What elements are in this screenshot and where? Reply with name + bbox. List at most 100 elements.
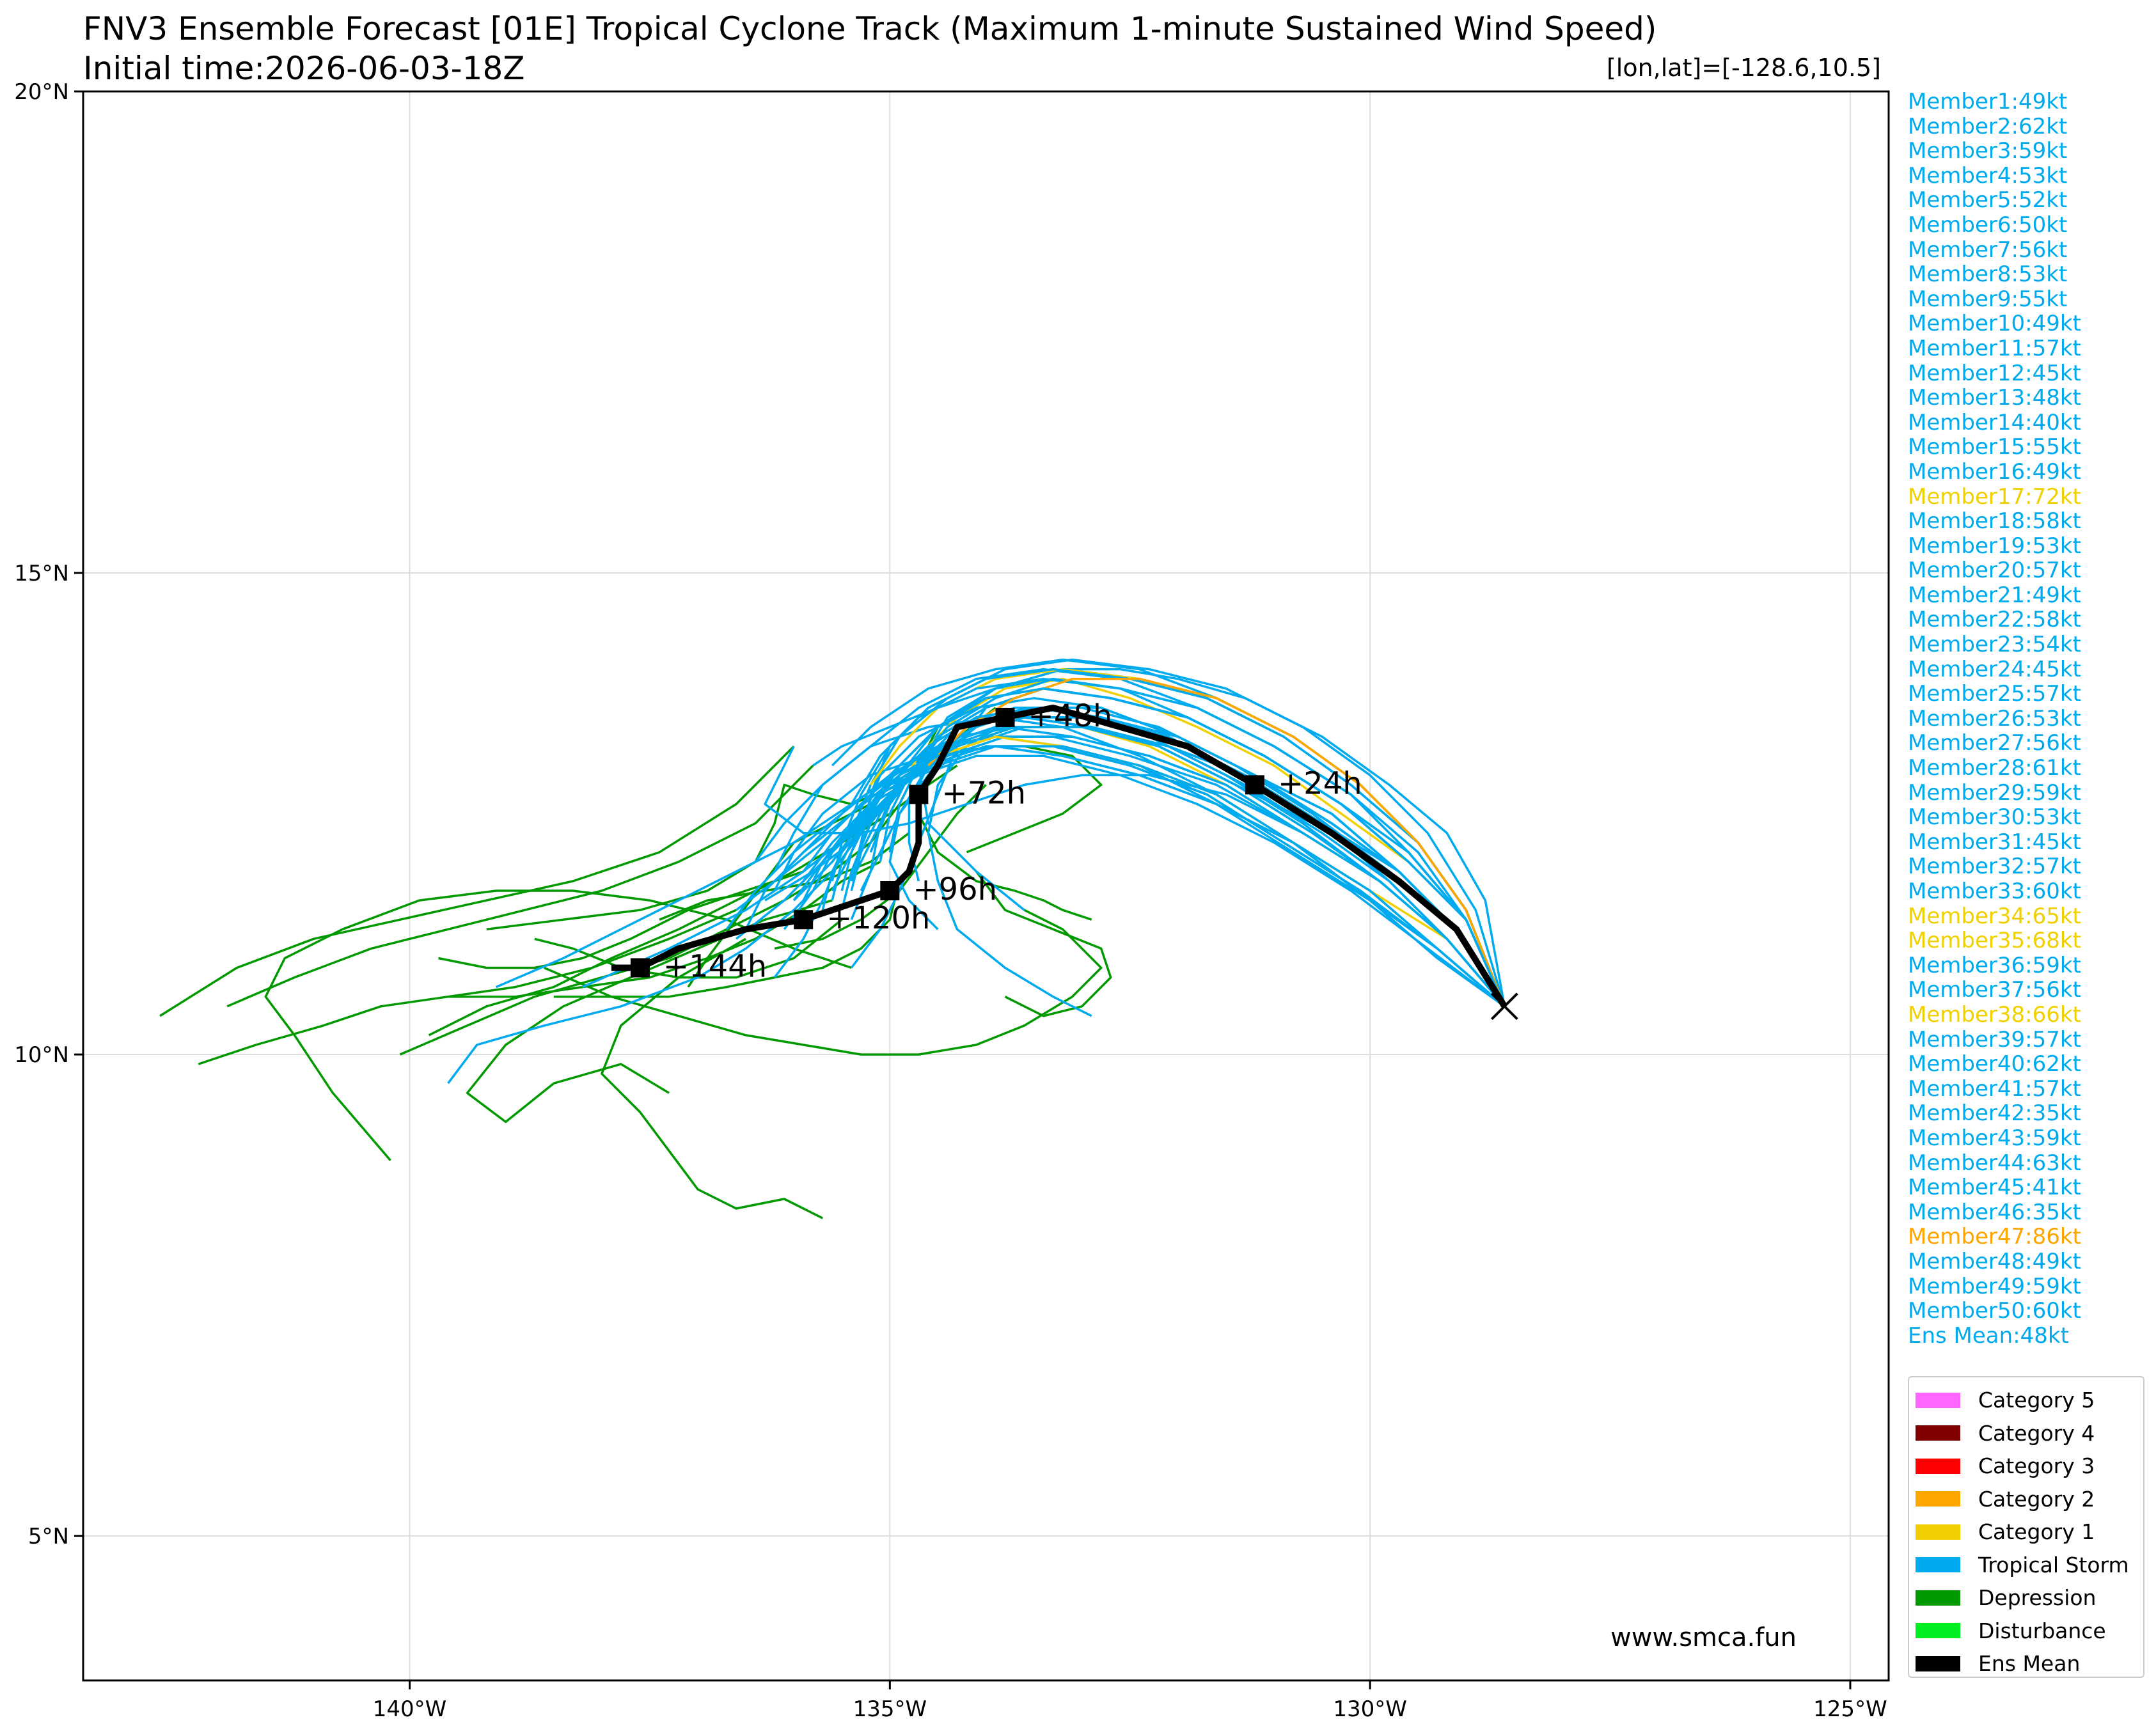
legend-swatch — [1916, 1655, 1960, 1671]
legend-item: Category 1 — [1916, 1515, 2143, 1549]
legend-label: Category 4 — [1978, 1420, 2095, 1446]
ens-mean-marker — [880, 881, 900, 901]
member-wind-item: Member11:57kt — [1908, 335, 2081, 361]
depression-track — [917, 813, 1092, 921]
depression-track — [226, 764, 814, 1008]
legend-swatch — [1916, 1557, 1960, 1573]
legend-swatch — [1916, 1392, 1960, 1408]
legend-label: Depression — [1978, 1585, 2097, 1611]
forecast-hour-label: +48h — [1028, 698, 1113, 734]
member-wind-list: Member1:49kt Member2:62kt Member3:59kt Memb… — [1908, 90, 2081, 1348]
member-wind-item: Member31:45kt — [1908, 829, 2081, 855]
member-wind-item: Member15:55kt — [1908, 434, 2081, 460]
x-tick-label: 135°W — [853, 1696, 927, 1722]
watermark: www.smca.fun — [1610, 1623, 1797, 1652]
member-wind-item: Member13:48kt — [1908, 385, 2081, 411]
member-track — [840, 687, 1506, 1007]
depression-track — [159, 745, 795, 1017]
member-wind-item: Member34:65kt — [1908, 903, 2081, 929]
depression-track — [601, 937, 823, 1219]
legend-label: Tropical Storm — [1978, 1552, 2129, 1577]
legend-label: Category 3 — [1978, 1453, 2095, 1479]
depression-track — [264, 889, 852, 1161]
legend-label: Ens Mean — [1978, 1651, 2081, 1677]
member-wind-item: Member45:41kt — [1908, 1175, 2081, 1201]
forecast-hour-label: +144h — [663, 949, 767, 985]
plot-frame — [82, 90, 1890, 1682]
y-tick-label: 5°N — [28, 1524, 69, 1549]
ens-mean-marker — [995, 707, 1015, 727]
ens-mean-marker — [1245, 775, 1264, 795]
member-wind-item: Member28:61kt — [1908, 755, 2081, 781]
category-legend: Category 5 Category 4 Category 3 Category 2… — [1908, 1376, 2144, 1678]
member-wind-item: Member3:59kt — [1908, 138, 2068, 164]
member-wind-item: Member8:53kt — [1908, 262, 2068, 288]
member-wind-item: Member17:72kt — [1908, 483, 2081, 510]
initial-position-cross — [1490, 992, 1518, 1021]
legend-swatch — [1916, 1458, 1960, 1474]
chart-title: FNV3 Ensemble Forecast [01E] Tropical Cy… — [83, 10, 1657, 47]
member-track — [792, 707, 1506, 1007]
member-wind-item: Member50:60kt — [1908, 1298, 2081, 1324]
member-wind-item: Member6:50kt — [1908, 212, 2068, 238]
depression-track — [975, 870, 1112, 1017]
member-wind-item: Member44:63kt — [1908, 1150, 2081, 1176]
legend-item: Depression — [1916, 1581, 2143, 1615]
member-wind-item: Member10:49kt — [1908, 311, 2081, 337]
member-tracks — [159, 658, 1506, 1219]
member-wind-item: Member23:54kt — [1908, 632, 2081, 658]
legend-label: Category 2 — [1978, 1486, 2095, 1512]
depression-track — [534, 918, 843, 979]
legend-swatch — [1916, 1590, 1960, 1606]
member-wind-item: Member41:57kt — [1908, 1076, 2081, 1102]
forecast-hour-label: +72h — [941, 775, 1026, 811]
y-tick-label: 10°N — [14, 1042, 69, 1068]
member-wind-item: Member39:57kt — [1908, 1026, 2081, 1053]
legend-item: Category 3 — [1916, 1450, 2143, 1483]
member-wind-item: Member1:49kt — [1908, 89, 2068, 114]
member-wind-item: Member5:52kt — [1908, 187, 2068, 214]
member-wind-item: Member18:58kt — [1908, 508, 2081, 535]
x-tick-label: 140°W — [373, 1696, 447, 1722]
forecast-hour-label: +120h — [826, 900, 930, 936]
member-wind-item: Member19:53kt — [1908, 533, 2081, 559]
depression-track — [966, 745, 1103, 854]
member-track — [879, 726, 1506, 1007]
member-track — [802, 707, 1506, 1007]
member-wind-item: Member22:58kt — [1908, 607, 2081, 633]
forecast-hour-label: +96h — [913, 872, 997, 907]
member-wind-item: Member21:49kt — [1908, 582, 2081, 608]
member-track — [888, 677, 1506, 1007]
ens-mean-line — [611, 704, 1507, 1008]
x-tick-label: 125°W — [1813, 1696, 1887, 1722]
depression-track — [466, 899, 833, 1123]
legend-label: Category 1 — [1978, 1519, 2095, 1545]
member-wind-item: Member29:59kt — [1908, 779, 2081, 806]
ens-mean-marker — [630, 958, 650, 978]
forecast-hour-label: +24h — [1278, 765, 1362, 801]
member-wind-item: Member20:57kt — [1908, 558, 2081, 584]
legend-swatch — [1916, 1524, 1960, 1540]
member-wind-item: Member42:35kt — [1908, 1100, 2081, 1127]
member-wind-item: Member33:60kt — [1908, 879, 2081, 904]
member-track — [850, 726, 1506, 1007]
initial-position-label: [lon,lat]=[-128.6,10.5] — [1606, 54, 1881, 82]
member-track — [773, 668, 1506, 1007]
member-wind-item: Member38:66kt — [1908, 1001, 2081, 1028]
ensemble-mean-track: +24h +48h +72h +96h+120h +144h — [611, 698, 1518, 1021]
member-wind-item: Member27:56kt — [1908, 730, 2081, 756]
member-track — [792, 745, 1506, 1008]
legend-item: Category 4 — [1916, 1417, 2143, 1450]
member-wind-item: Member40:62kt — [1908, 1051, 2081, 1077]
y-tick-label: 20°N — [14, 79, 69, 105]
member-wind-item: Member9:55kt — [1908, 286, 2068, 312]
member-wind-item: Member36:59kt — [1908, 952, 2081, 978]
depression-track — [198, 909, 737, 1065]
member-wind-item: Member37:56kt — [1908, 977, 2081, 1003]
member-wind-item: Member16:49kt — [1908, 458, 2081, 485]
member-track — [736, 677, 1506, 1007]
member-wind-item: Member49:59kt — [1908, 1273, 2081, 1299]
member-wind-item: Member48:49kt — [1908, 1248, 2081, 1274]
member-wind-item: Member7:56kt — [1908, 237, 2068, 263]
